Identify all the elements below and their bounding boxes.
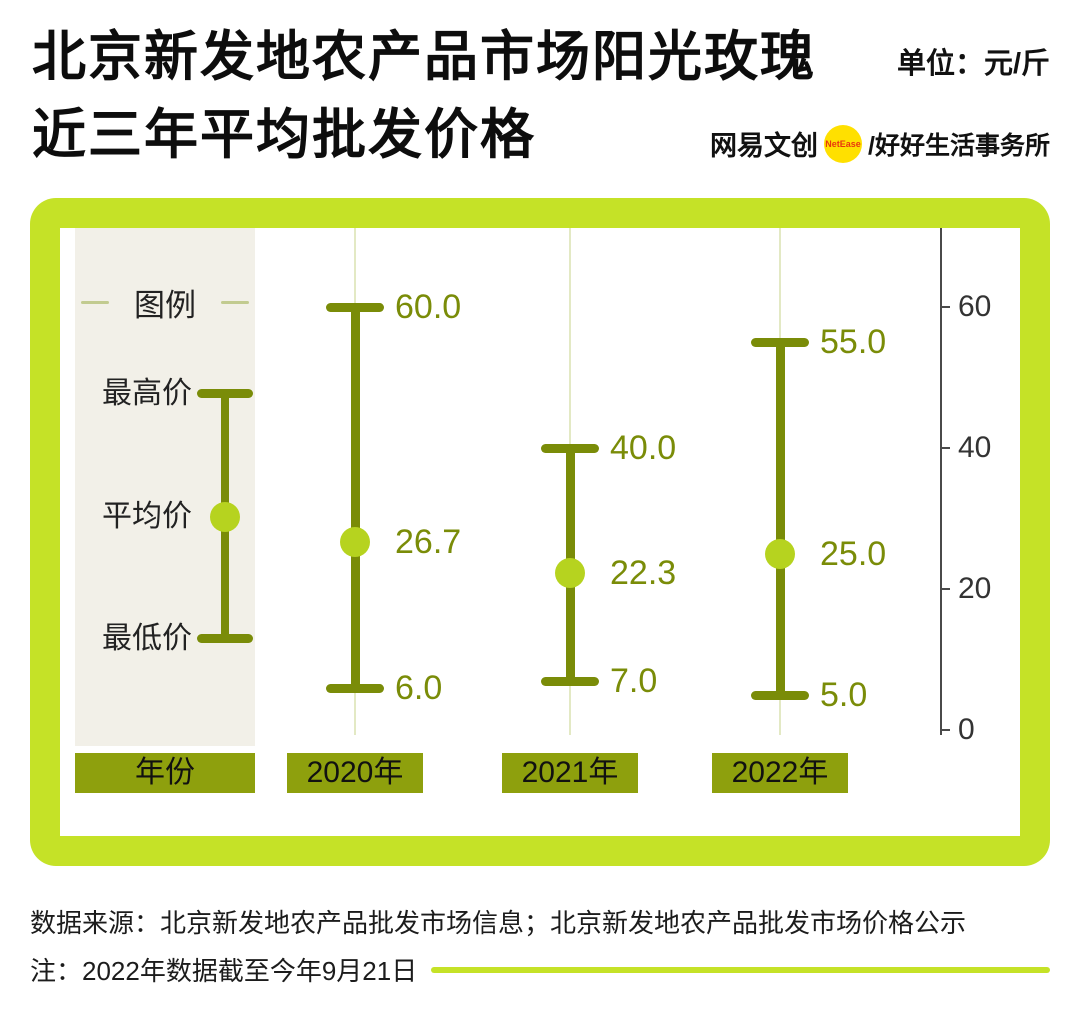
legend-avg-label: 平均价 [102, 500, 192, 533]
page-title: 北京新发地农产品市场阳光玫瑰 近三年平均批发价格 [32, 18, 816, 174]
average-dot [765, 538, 795, 569]
legend-title-row: 图例 [75, 280, 255, 325]
range-bar-cap-high [326, 303, 384, 312]
category-header-box: 年份 [75, 753, 255, 793]
category-box: 2022年 [712, 753, 848, 793]
chart-frame: 图例 最高价 平均价 最低价 60.0 26.7 6.0 40.0 22.3 7.0 55.… [30, 198, 1050, 866]
category-row: 年份 2020年 2021年 2022年 [60, 753, 1020, 793]
range-bar-line [351, 307, 360, 688]
legend-rangebar-sample [75, 228, 255, 746]
legend-average-dot-icon [210, 502, 240, 532]
tick-label: 60 [958, 290, 992, 323]
range-bar-line [776, 342, 785, 695]
average-dot [340, 526, 370, 557]
value-label-avg: 22.3 [610, 553, 677, 592]
tick-mark [940, 306, 950, 308]
category-box: 2020年 [287, 753, 423, 793]
range-bar-cap-low [751, 690, 809, 700]
tick-label: 40 [958, 431, 992, 464]
value-label-low: 6.0 [395, 668, 443, 707]
legend-high-label: 最高价 [102, 377, 192, 410]
brand-name: 网易文创 [710, 131, 819, 161]
data-source-text: 数据来源：北京新发地农产品批发市场信息；北京新发地农产品批发市场价格公示 [30, 908, 967, 938]
y-axis-line [940, 228, 942, 735]
chart-area: 图例 最高价 平均价 最低价 60.0 26.7 6.0 40.0 22.3 7.0 55.… [60, 228, 1020, 836]
netease-badge-icon: NetEase [824, 124, 863, 163]
legend-title: 图例 [134, 288, 196, 323]
value-label-avg: 26.7 [395, 522, 462, 561]
legend-panel: 图例 最高价 平均价 最低价 [75, 228, 255, 746]
brand-suffix: /好好生活事务所 [868, 131, 1050, 160]
range-bar-cap-high [541, 444, 599, 453]
tick-mark [940, 729, 950, 731]
tick-label: 20 [958, 572, 992, 605]
category-box: 2021年 [502, 753, 638, 793]
value-label-high: 55.0 [820, 323, 887, 362]
note-row: 注：2022年数据截至今年9月21日 [30, 951, 1050, 988]
unit-label: 单位：元/斤 [896, 48, 1050, 80]
legend-dash-right [221, 301, 249, 304]
tick-mark [940, 447, 950, 449]
legend-low-cap-icon [197, 634, 253, 643]
tick-mark [940, 588, 950, 590]
range-bar-cap-low [326, 683, 384, 693]
brand: 网易文创 NetEase /好好生活事务所 [710, 124, 1050, 163]
note-text: 注：2022年数据截至今年9月21日 [30, 956, 418, 986]
value-label-high: 40.0 [610, 429, 677, 467]
value-label-avg: 25.0 [820, 534, 887, 573]
title-line-2: 近三年平均批发价格 [32, 105, 536, 165]
range-bar-cap-high [751, 338, 809, 348]
title-line-1: 北京新发地农产品市场阳光玫瑰 [32, 27, 816, 87]
legend-dash-left [81, 301, 109, 304]
legend-low-label: 最低价 [102, 622, 192, 655]
plot-area: 60.0 26.7 6.0 40.0 22.3 7.0 55.0 25.0 5.0 [255, 228, 940, 735]
average-dot [555, 557, 585, 588]
range-bar-cap-low [541, 676, 599, 686]
note-underline [431, 966, 1050, 973]
tick-label: 0 [958, 713, 975, 746]
value-label-high: 60.0 [395, 288, 462, 326]
value-label-low: 5.0 [820, 675, 868, 714]
value-label-low: 7.0 [610, 661, 658, 700]
